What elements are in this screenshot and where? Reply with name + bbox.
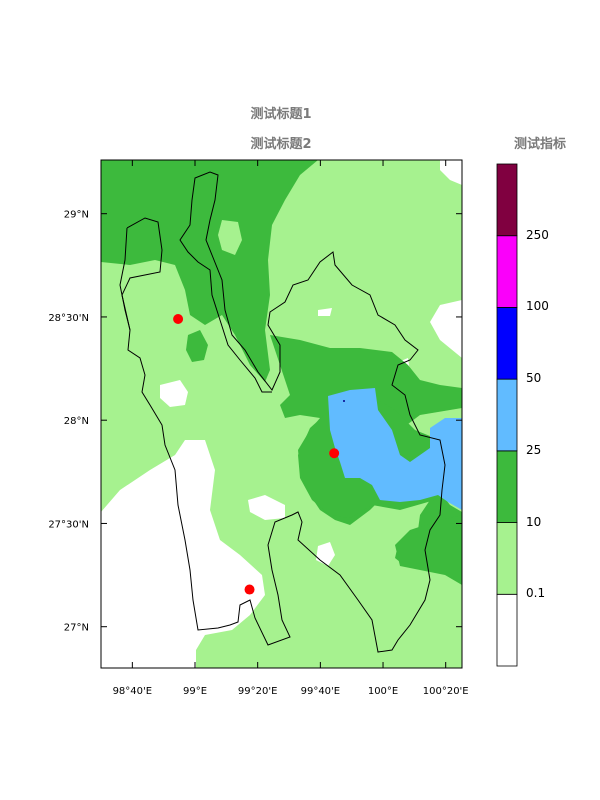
field-white-patch-4 xyxy=(318,308,332,316)
field-green-north xyxy=(101,160,318,382)
y-tick-label: 28°30'N xyxy=(48,313,89,324)
colorbar-label: 50 xyxy=(526,371,542,386)
field-white-patch-1 xyxy=(160,380,188,407)
field-green-southeast xyxy=(395,515,462,585)
map-title-1: 测试标题1 xyxy=(250,107,312,122)
field-white-southwest xyxy=(101,440,265,668)
colorbar-swatch xyxy=(496,307,518,380)
x-axis-ticks: 98°40'E 99°E 99°20'E 99°40'E 100°E 100°20'E xyxy=(113,160,469,697)
field-white-patch-2 xyxy=(248,495,285,520)
colorbar-swatch xyxy=(496,378,518,452)
x-tick-label: 99°40'E xyxy=(301,686,341,697)
x-tick-label: 99°E xyxy=(183,686,207,697)
station-markers xyxy=(173,314,340,595)
field-blue xyxy=(328,388,462,510)
field-green-blob-small xyxy=(186,330,208,362)
station-marker xyxy=(244,584,255,595)
colorbar-swatch xyxy=(496,163,518,237)
plot-frame xyxy=(100,159,463,669)
colorbar-swatch xyxy=(496,522,518,595)
x-tick-label: 100°E xyxy=(368,686,398,697)
colorbar-label: 0.1 xyxy=(526,586,546,601)
x-tick-label: 98°40'E xyxy=(113,686,153,697)
y-tick-label: 27°N xyxy=(64,623,89,634)
colorbar-swatch xyxy=(496,593,518,667)
y-tick-label: 28°N xyxy=(64,416,89,427)
station-marker xyxy=(329,448,340,459)
colorbar-swatch xyxy=(496,450,518,523)
x-tick-label: 100°20'E xyxy=(423,686,469,697)
colorbar-label: 10 xyxy=(526,514,542,529)
field-white-east xyxy=(430,300,462,358)
colorbar xyxy=(496,163,518,667)
small-dot xyxy=(343,400,345,402)
station-marker xyxy=(173,314,184,325)
y-tick-label: 29°N xyxy=(64,210,89,221)
field-white-southwest-corner xyxy=(101,655,110,668)
boundary-lines xyxy=(119,171,446,653)
legend-title: 测试指标 xyxy=(513,137,566,152)
colorbar-label: 100 xyxy=(526,299,549,314)
colorbar-label: 25 xyxy=(526,442,542,457)
colorbar-label: 250 xyxy=(526,227,549,242)
map-title-2: 测试标题2 xyxy=(250,137,312,152)
boundary-east-region xyxy=(119,227,131,331)
x-tick-label: 99°20'E xyxy=(238,686,278,697)
field-green-patch-north xyxy=(218,220,242,255)
y-axis-ticks: 29°N 28°30'N 28°N 27°30'N 27°N xyxy=(48,210,462,634)
field-white-northeast xyxy=(440,160,462,185)
boundary-west-region xyxy=(121,171,446,653)
colorbar-swatch xyxy=(496,235,518,308)
y-tick-label: 27°30'N xyxy=(48,519,89,530)
